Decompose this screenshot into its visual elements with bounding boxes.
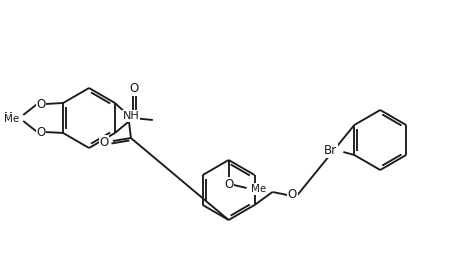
Text: O: O	[224, 178, 233, 190]
Text: O: O	[37, 125, 46, 139]
Text: O: O	[129, 83, 138, 95]
Text: NH: NH	[123, 111, 139, 121]
Text: O: O	[37, 98, 46, 110]
Text: Me: Me	[251, 184, 266, 194]
Text: Br: Br	[324, 144, 338, 157]
Text: Me: Me	[4, 114, 19, 124]
Text: O: O	[288, 189, 297, 201]
Text: O: O	[99, 135, 109, 149]
Text: Me: Me	[4, 112, 19, 122]
